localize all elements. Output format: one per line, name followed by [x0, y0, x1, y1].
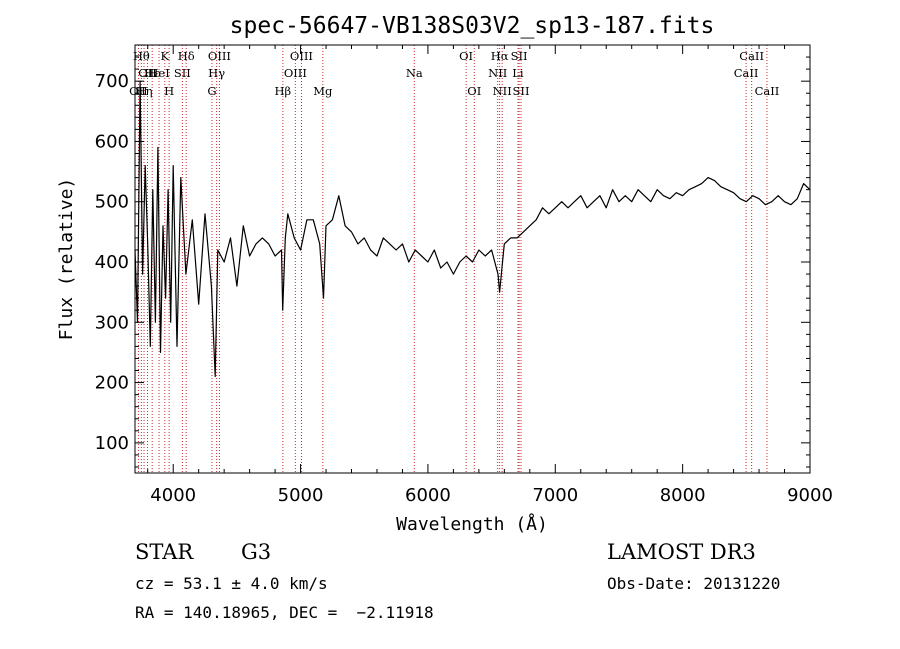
y-tick-label: 200 — [95, 373, 129, 394]
spectral-line-label: OI — [459, 49, 473, 63]
y-tick-label: 500 — [95, 192, 129, 213]
observation-date: Obs-Date: 20131220 — [607, 574, 781, 593]
y-axis-title: Flux (relative) — [56, 178, 77, 341]
x-tick-label: 7000 — [532, 485, 578, 506]
spectral-line-label: HeI — [148, 66, 169, 80]
spectral-line-label: Hθ — [133, 49, 150, 63]
spectral-line-label: OII — [129, 84, 148, 98]
spectral-line-label: OII — [138, 66, 157, 80]
spectrum-line — [134, 80, 811, 378]
spectral-line-label: Na — [406, 66, 423, 80]
spectral-line-label: Hε — [144, 66, 160, 80]
spectral-line-label: Hα — [491, 49, 509, 63]
x-tick-label: 9000 — [787, 485, 833, 506]
y-tick-label: 700 — [95, 71, 129, 92]
spectral-line-label: CaII — [739, 49, 764, 63]
spectral-line-label: H — [164, 84, 174, 98]
object-subclass: G3 — [241, 540, 272, 564]
spectral-line-label: OIII — [290, 49, 313, 63]
spectral-line-label: SII — [511, 49, 528, 63]
spectral-line-label: Hδ — [178, 49, 195, 63]
plot-frame — [134, 44, 811, 474]
spectral-line-label: SII — [513, 84, 530, 98]
spectral-line-label: G — [207, 84, 216, 98]
spectral-line-label: Mg — [313, 84, 333, 98]
spectral-line-label: SII — [174, 66, 191, 80]
x-tick-label: 4000 — [150, 485, 196, 506]
spectral-line-label: OI — [467, 84, 481, 98]
spectral-line-label: Li — [512, 66, 524, 80]
spectral-line-label: Hγ — [208, 66, 225, 80]
spectral-line-label: Hβ — [275, 84, 292, 98]
y-tick-label: 100 — [95, 433, 129, 454]
coordinates: RA = 140.18965, DEC = −2.11918 — [135, 603, 434, 622]
x-tick-label: 8000 — [660, 485, 706, 506]
spectral-line-label: Hη — [136, 84, 153, 98]
x-axis-ticks: 4000 5000 6000 7000 8000 9000 — [147, 45, 833, 506]
x-tick-label: 5000 — [278, 485, 324, 506]
y-tick-label: 600 — [95, 131, 129, 152]
redshift-velocity: cz = 53.1 ± 4.0 km/s — [135, 574, 328, 593]
object-class: STAR — [135, 540, 194, 564]
x-axis-title: Wavelength (Å) — [396, 513, 548, 535]
spectral-line-label: OIII — [208, 49, 231, 63]
spectral-line-label: OIII — [284, 66, 307, 80]
spectral-line-label: NII — [493, 84, 512, 98]
y-axis-ticks: 100 200 300 400 500 600 700 — [95, 44, 810, 468]
chart-title: spec-56647-VB138S03V2_sp13-187.fits — [230, 13, 715, 39]
spectral-line-label: K — [161, 49, 170, 63]
spectral-line-label: NII — [488, 66, 507, 80]
spectral-line-labels: OIIHθHηOIIHεHeIKHSIIHδGHγOIIIHβOIIIOIIIM… — [129, 49, 779, 98]
spectrum-series — [134, 80, 811, 378]
y-tick-label: 300 — [95, 312, 129, 333]
y-tick-label: 400 — [95, 252, 129, 273]
spectral-line-label: CaII — [755, 84, 780, 98]
spectral-line-label: CaII — [734, 66, 759, 80]
survey-label: LAMOST DR3 — [607, 540, 756, 564]
x-tick-label: 6000 — [405, 485, 451, 506]
